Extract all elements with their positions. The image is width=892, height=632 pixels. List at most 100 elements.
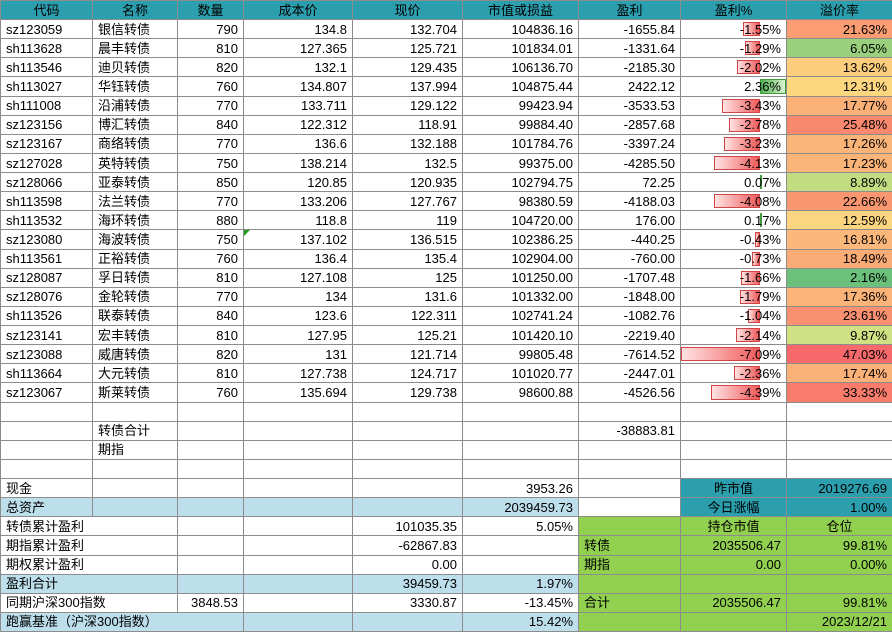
bond-cost-cell[interactable]: 133.711 [244,96,353,116]
cash-value[interactable]: 3953.26 [463,479,579,499]
column-header-name[interactable]: 名称 [93,1,178,21]
bond-cost-cell[interactable]: 134 [244,287,353,307]
bond-profit-cell[interactable]: -2857.68 [579,115,681,135]
bond-price-cell[interactable]: 127.767 [353,192,463,212]
bond-qty-cell[interactable]: 810 [178,268,244,288]
empty-cell[interactable] [1,402,93,422]
bond-name-cell[interactable]: 银信转债 [93,20,178,40]
empty-cell[interactable] [244,479,353,499]
bond-code-cell[interactable]: sh111008 [1,96,93,116]
bond-qty-cell[interactable]: 770 [178,134,244,154]
bond-qty-cell[interactable]: 810 [178,364,244,384]
bond-premium-cell[interactable]: 17.26% [787,134,892,154]
bond-qty-cell[interactable]: 850 [178,173,244,193]
empty-cell[interactable] [244,593,353,613]
empty-cell[interactable] [681,459,787,480]
empty-cell[interactable] [353,498,463,518]
bonds-cumulative-profit-value[interactable]: 101035.35 [353,517,463,537]
holdings-futures-value[interactable]: 0.00 [681,555,787,575]
bonds-total-label[interactable]: 转债合计 [93,421,178,441]
bond-name-cell[interactable]: 英特转债 [93,153,178,174]
bond-profit_pct-cell[interactable]: -3.43% [681,96,787,116]
bond-premium-cell[interactable]: 22.66% [787,192,892,212]
bond-value-cell[interactable]: 101332.00 [463,287,579,307]
bond-code-cell[interactable]: sh113546 [1,58,93,78]
column-header-profit[interactable]: 盈利 [579,1,681,21]
bond-price-cell[interactable]: 129.122 [353,96,463,116]
bond-cost-cell[interactable]: 136.6 [244,134,353,154]
bond-price-cell[interactable]: 125.21 [353,326,463,346]
bond-qty-cell[interactable]: 820 [178,58,244,78]
bond-name-cell[interactable]: 亚泰转债 [93,173,178,193]
bond-qty-cell[interactable]: 820 [178,345,244,365]
bonds-cumulative-profit-label[interactable]: 转债累计盈利 [1,517,178,537]
bond-price-cell[interactable]: 135.4 [353,249,463,269]
bond-qty-cell[interactable]: 840 [178,115,244,135]
bond-name-cell[interactable]: 正裕转债 [93,249,178,269]
bond-cost-cell[interactable]: 133.206 [244,192,353,212]
bond-value-cell[interactable]: 104720.00 [463,211,579,231]
bond-value-cell[interactable]: 99884.40 [463,115,579,135]
bond-code-cell[interactable]: sz123141 [1,326,93,346]
bond-premium-cell[interactable]: 17.74% [787,364,892,384]
bond-profit_pct-cell[interactable]: 2.36% [681,77,787,97]
empty-cell[interactable] [463,421,579,441]
bond-price-cell[interactable]: 125 [353,268,463,288]
bond-profit_pct-cell[interactable]: -1.04% [681,306,787,327]
bond-value-cell[interactable]: 102741.24 [463,306,579,327]
bond-price-cell[interactable]: 119 [353,211,463,231]
bond-value-cell[interactable]: 98600.88 [463,383,579,403]
bond-code-cell[interactable]: sh113628 [1,39,93,59]
bond-profit-cell[interactable]: -4285.50 [579,153,681,174]
empty-cell[interactable] [178,498,244,518]
bond-value-cell[interactable]: 104875.44 [463,77,579,97]
futures-cumulative-profit-label[interactable]: 期指累计盈利 [1,536,178,556]
bond-name-cell[interactable]: 宏丰转债 [93,326,178,346]
column-header-value[interactable]: 市值或损益 [463,1,579,21]
bond-code-cell[interactable]: sz123088 [1,345,93,365]
bond-price-cell[interactable]: 132.704 [353,20,463,40]
bond-profit-cell[interactable]: -1707.48 [579,268,681,288]
bond-cost-cell[interactable]: 120.85 [244,173,353,193]
bond-profit_pct-cell[interactable]: -3.23% [681,134,787,154]
bond-price-cell[interactable]: 137.994 [353,77,463,97]
bond-cost-cell[interactable]: 136.4 [244,249,353,269]
empty-cell[interactable] [353,479,463,499]
bond-code-cell[interactable]: sz123059 [1,20,93,40]
holding-market-value-header[interactable]: 持仓市值 [681,517,787,537]
report-date[interactable]: 2023/12/21 [787,612,892,632]
bond-value-cell[interactable]: 101250.00 [463,268,579,288]
bond-profit_pct-cell[interactable]: -4.39% [681,383,787,403]
bond-premium-cell[interactable]: 12.59% [787,211,892,231]
bond-cost-cell[interactable]: 132.1 [244,58,353,78]
bond-price-cell[interactable]: 132.188 [353,134,463,154]
bond-profit-cell[interactable]: -2185.30 [579,58,681,78]
bond-cost-cell[interactable]: 137.102 [244,230,353,250]
bond-cost-cell[interactable]: 138.214 [244,153,353,174]
empty-cell[interactable] [463,459,579,480]
bond-profit_pct-cell[interactable]: -0.43% [681,230,787,250]
bond-name-cell[interactable]: 海环转债 [93,211,178,231]
total-assets-label[interactable]: 总资产 [1,498,93,518]
empty-cell[interactable] [681,574,787,594]
bond-name-cell[interactable]: 晨丰转债 [93,39,178,59]
empty-cell[interactable] [463,555,579,575]
bond-name-cell[interactable]: 华钰转债 [93,77,178,97]
bond-profit-cell[interactable]: 72.25 [579,173,681,193]
bond-code-cell[interactable]: sz123067 [1,383,93,403]
csi300-change-pct[interactable]: -13.45% [463,593,579,613]
bond-code-cell[interactable]: sh113598 [1,192,93,212]
bond-name-cell[interactable]: 博汇转债 [93,115,178,135]
empty-cell[interactable] [463,402,579,422]
empty-cell[interactable] [1,440,93,460]
bond-profit_pct-cell[interactable]: -4.13% [681,153,787,174]
bond-qty-cell[interactable]: 770 [178,96,244,116]
bond-price-cell[interactable]: 125.721 [353,39,463,59]
bond-premium-cell[interactable]: 17.36% [787,287,892,307]
csi300-current-value[interactable]: 3330.87 [353,593,463,613]
bond-profit_pct-cell[interactable]: -2.78% [681,115,787,135]
bond-qty-cell[interactable]: 810 [178,39,244,59]
empty-cell[interactable] [681,402,787,422]
empty-cell[interactable] [244,498,353,518]
bond-profit_pct-cell[interactable]: -1.66% [681,268,787,288]
